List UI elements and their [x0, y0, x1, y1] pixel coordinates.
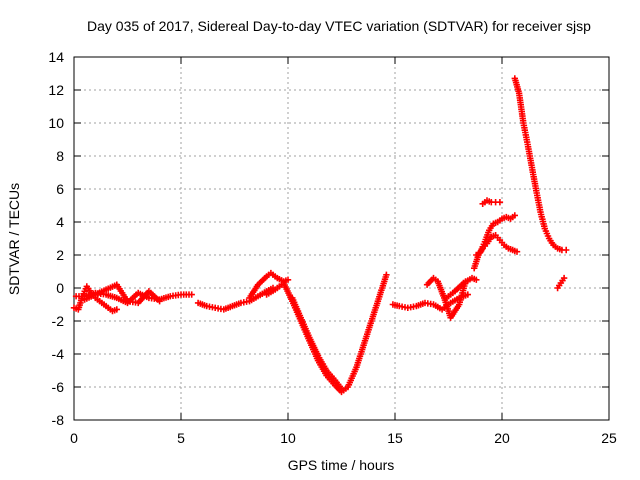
y-tick-label: 10 [48, 115, 64, 131]
y-tick-label: -6 [52, 379, 65, 395]
data-point [560, 274, 568, 282]
data-point [284, 276, 292, 283]
data-point [464, 291, 471, 298]
y-tick-label: 14 [48, 49, 64, 65]
data-point [338, 385, 345, 392]
data-point [473, 276, 480, 283]
chart-title: Day 035 of 2017, Sidereal Day-to-day VTE… [87, 18, 591, 34]
y-tick-label: 8 [56, 148, 64, 164]
y-tick-label: -4 [52, 346, 65, 362]
data-point [113, 306, 120, 313]
y-tick-label: 4 [56, 214, 64, 230]
data-point [511, 212, 518, 219]
y-tick-label: 6 [56, 181, 64, 197]
x-tick-label: 15 [387, 430, 403, 446]
y-tick-label: 0 [56, 280, 64, 296]
data-point [513, 248, 521, 255]
data-point [563, 246, 570, 254]
y-tick-label: 2 [56, 247, 64, 263]
x-tick-label: 5 [177, 430, 185, 446]
data-points [70, 75, 570, 396]
data-point [383, 271, 390, 278]
data-point [496, 199, 504, 206]
y-axis-label: SDTVAR / TECUs [6, 183, 22, 295]
x-axis-label: GPS time / hours [288, 457, 395, 473]
x-tick-label: 0 [70, 430, 78, 446]
x-tick-label: 10 [280, 430, 296, 446]
axis-ticks: -8 -6 -4 -2 0 2 4 6 8 10 12 14 0 5 10 15 20 25 [48, 49, 617, 446]
grid-lines [74, 57, 609, 420]
y-tick-label: -2 [52, 313, 65, 329]
plot-frame [73, 56, 610, 421]
y-tick-label: -8 [52, 412, 65, 428]
y-tick-label: 12 [48, 82, 64, 98]
data-point [156, 298, 163, 305]
x-tick-label: 20 [494, 430, 510, 446]
data-point [188, 291, 195, 298]
x-tick-label: 25 [601, 430, 617, 446]
